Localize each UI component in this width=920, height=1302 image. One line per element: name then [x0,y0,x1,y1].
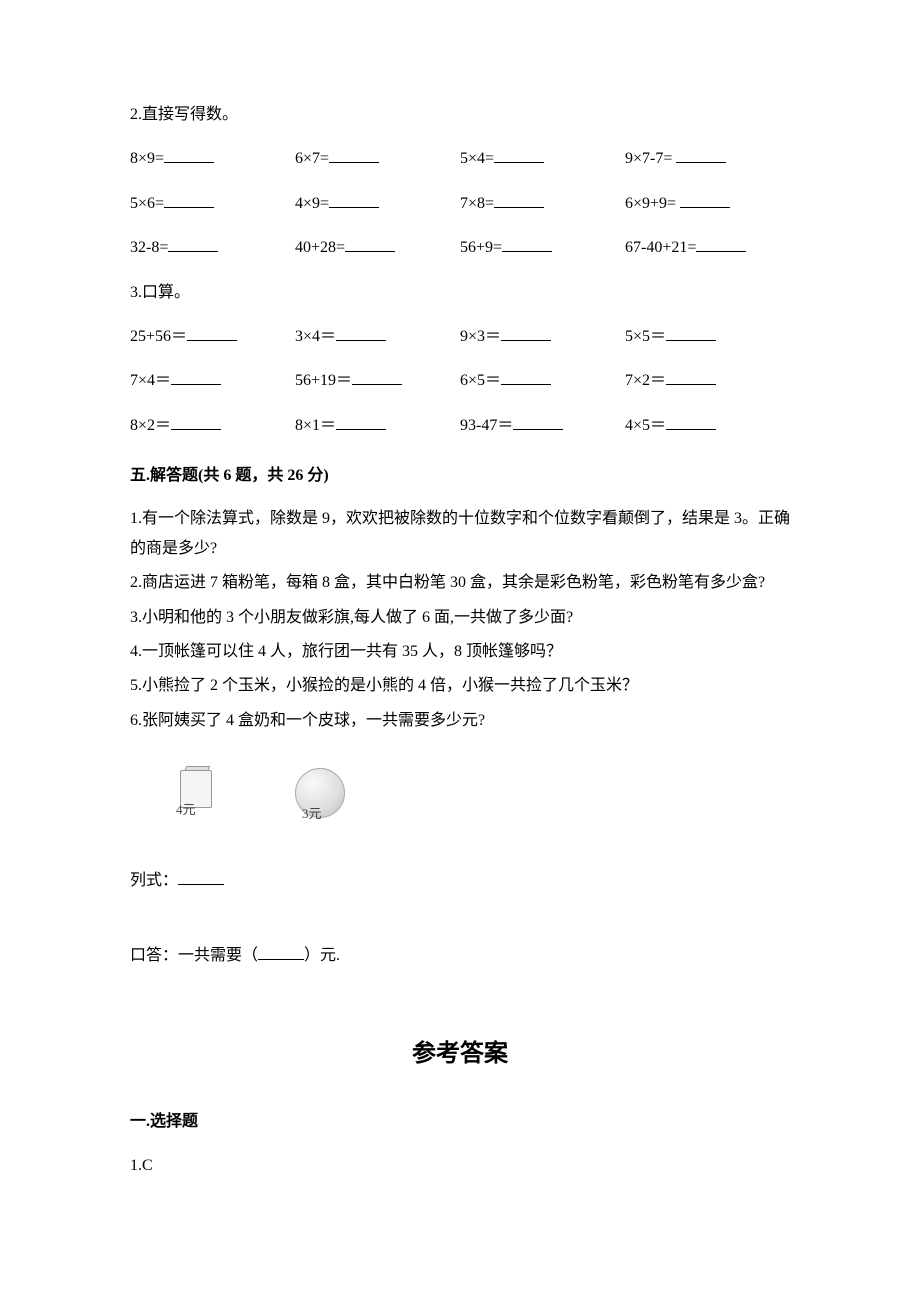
answer-blank[interactable] [666,413,716,430]
q5-4: 4.一顶帐篷可以住 4 人，旅行团一共有 35 人，8 顶帐篷够吗？ [130,637,790,667]
answer-blank[interactable] [187,324,237,341]
expr: 4×9= [295,195,329,212]
expr: 56+9= [460,239,502,256]
ball-icon: 3元 [290,766,350,826]
answer-blank[interactable] [666,368,716,385]
milk-box-icon: 4元 [170,766,220,822]
expr: 9×3＝ [460,328,501,345]
q2-row-3: 32-8= 40+28= 56+9= 67-40+21= [130,233,790,263]
answer-blank[interactable] [501,324,551,341]
ball-price: 3元 [302,802,322,827]
answer-blank[interactable] [164,146,214,163]
expr: 67-40+21= [625,239,696,256]
lieshi-line: 列式： [130,866,790,896]
q3-title: 3.口算。 [130,278,790,308]
expr: 5×6= [130,195,164,212]
q5-1: 1.有一个除法算式，除数是 9，欢欢把被除数的十位数字和个位数字看颠倒了，结果是… [130,504,790,565]
koudao-blank[interactable] [258,943,304,960]
expr: 56+19＝ [295,372,352,389]
answer-blank[interactable] [345,235,395,252]
expr: 6×5＝ [460,372,501,389]
q3-row-1: 25+56＝ 3×4＝ 9×3＝ 5×5＝ [130,322,790,352]
q3-row-2: 7×4＝ 56+19＝ 6×5＝ 7×2＝ [130,366,790,396]
koudao-post: ）元. [304,947,340,964]
answer-blank[interactable] [696,235,746,252]
expr: 9×7-7= [625,150,672,167]
answer-blank[interactable] [168,235,218,252]
product-images: 4元 3元 [170,766,790,826]
q5-2: 2.商店运进 7 箱粉笔，每箱 8 盒，其中白粉笔 30 盒，其余是彩色粉笔，彩… [130,568,790,598]
koudao-line: 口答：一共需要（ ）元. [130,941,790,971]
expr: 4×5＝ [625,417,666,434]
answers-sec1: 一.选择题 [130,1107,790,1137]
answer-blank[interactable] [352,368,402,385]
answer-blank[interactable] [680,191,730,208]
q3-row-3: 8×2＝ 8×1＝ 93-47＝ 4×5＝ [130,411,790,441]
expr: 5×4= [460,150,494,167]
q5-6: 6.张阿姨买了 4 盒奶和一个皮球，一共需要多少元? [130,706,790,736]
expr: 8×2＝ [130,417,171,434]
answers-title: 参考答案 [130,1031,790,1077]
answer-blank[interactable] [502,235,552,252]
answer-blank[interactable] [336,413,386,430]
expr: 93-47＝ [460,417,513,434]
answer-1: 1.C [130,1151,790,1181]
koudao-pre: 口答：一共需要（ [130,947,258,964]
expr: 25+56＝ [130,328,187,345]
lieshi-blank[interactable] [178,868,224,885]
answer-blank[interactable] [171,413,221,430]
expr: 8×9= [130,150,164,167]
answer-blank[interactable] [329,191,379,208]
answer-blank[interactable] [513,413,563,430]
expr: 6×9+9= [625,195,676,212]
milk-price: 4元 [176,798,196,823]
expr: 40+28= [295,239,345,256]
answer-blank[interactable] [501,368,551,385]
expr: 7×4＝ [130,372,171,389]
expr: 3×4＝ [295,328,336,345]
answer-blank[interactable] [666,324,716,341]
q5-5: 5.小熊捡了 2 个玉米，小猴捡的是小熊的 4 倍，小猴一共捡了几个玉米？ [130,671,790,701]
lieshi-label: 列式： [130,872,178,889]
answer-blank[interactable] [494,191,544,208]
q2-row-2: 5×6= 4×9= 7×8= 6×9+9= [130,189,790,219]
section5-heading: 五.解答题(共 6 题，共 26 分) [130,461,790,491]
expr: 32-8= [130,239,168,256]
q2-row-1: 8×9= 6×7= 5×4= 9×7-7= [130,144,790,174]
answer-blank[interactable] [676,146,726,163]
expr: 5×5＝ [625,328,666,345]
answer-blank[interactable] [329,146,379,163]
expr: 8×1＝ [295,417,336,434]
answer-blank[interactable] [171,368,221,385]
answer-blank[interactable] [336,324,386,341]
expr: 7×2＝ [625,372,666,389]
answer-blank[interactable] [494,146,544,163]
expr: 7×8= [460,195,494,212]
expr: 6×7= [295,150,329,167]
q2-title: 2.直接写得数。 [130,100,790,130]
q5-3: 3.小明和他的 3 个小朋友做彩旗,每人做了 6 面,一共做了多少面? [130,603,790,633]
answer-blank[interactable] [164,191,214,208]
